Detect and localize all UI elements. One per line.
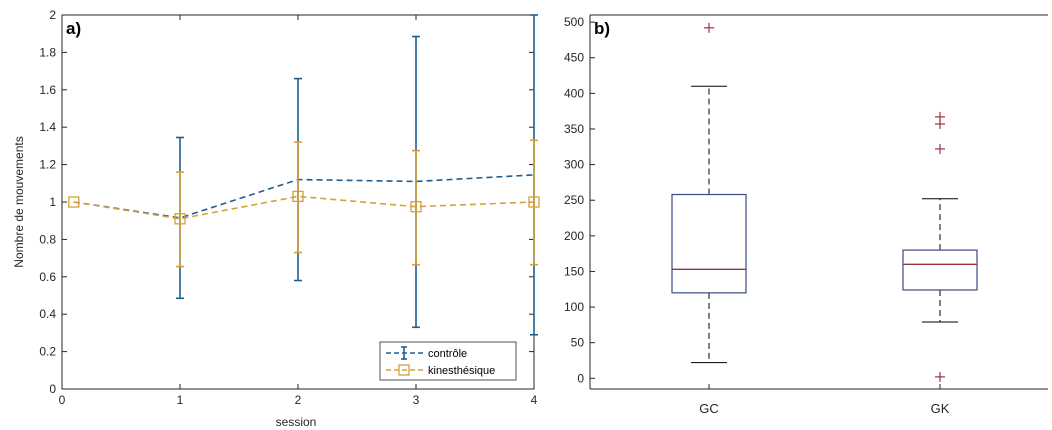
legend-kinesthesique-label: kinesthésique <box>428 365 495 377</box>
data-point-marker <box>292 190 304 203</box>
panel-a-x-axis: 0 1 2 3 4 <box>59 15 538 407</box>
legend-box <box>379 341 517 381</box>
y-tick-label: 50 <box>571 336 585 350</box>
y-tick-label: 350 <box>564 122 584 136</box>
y-tick-label: 1.6 <box>39 83 56 97</box>
panel-b-letter: b) <box>594 19 610 38</box>
panel-a-chart: a) 0 0.2 0.4 0.6 0.8 1 1.2 1.4 1.6 1.8 2 0 1 2 3 4 ses… <box>12 8 540 429</box>
y-tick-label: 1.2 <box>39 158 56 172</box>
x-tick-label: GC <box>699 401 719 416</box>
panel-a-x-axis-label: session <box>276 415 317 429</box>
y-tick-label: 0.6 <box>39 270 56 284</box>
panel-a-legend: contrôle kinesthésique <box>379 341 517 381</box>
panel-b-boxes <box>671 22 978 382</box>
outlier-marker <box>935 118 945 129</box>
x-tick-label: 1 <box>177 393 184 407</box>
y-tick-label: 1.4 <box>39 120 56 134</box>
panel-b-y-axis: 0 50 100 150 200 250 300 350 400 450 500 <box>564 15 595 385</box>
panel-b-x-axis: GC GK <box>699 384 950 416</box>
legend-controle-label: contrôle <box>428 348 467 360</box>
series-line-1 <box>73 195 535 220</box>
outlier-marker <box>935 371 945 382</box>
y-tick-label: 0.2 <box>39 345 56 359</box>
y-tick-label: 0.4 <box>39 307 56 321</box>
outlier-marker <box>935 143 945 154</box>
data-point-marker <box>410 201 422 213</box>
y-tick-label: 450 <box>564 51 584 65</box>
y-tick-label: 200 <box>564 229 584 243</box>
panel-a-y-axis-label: Nombre de mouvements <box>12 136 26 267</box>
y-tick-label: 400 <box>564 86 584 100</box>
y-tick-label: 2 <box>49 8 56 22</box>
y-tick-label: 0 <box>49 382 56 396</box>
y-tick-label: 500 <box>564 15 584 29</box>
x-tick-label: 4 <box>531 393 538 407</box>
panel-a-series <box>68 14 540 336</box>
panel-a-letter: a) <box>66 19 81 38</box>
y-tick-label: 1 <box>49 195 56 209</box>
outlier-marker <box>704 22 714 33</box>
y-tick-label: 100 <box>564 300 584 314</box>
x-tick-label: GK <box>931 401 950 416</box>
y-tick-label: 1.8 <box>39 45 56 59</box>
box-GC <box>671 193 747 294</box>
y-tick-label: 250 <box>564 193 584 207</box>
x-tick-label: 0 <box>59 393 66 407</box>
y-tick-label: 300 <box>564 158 584 172</box>
x-tick-label: 2 <box>295 393 302 407</box>
box-GK <box>902 249 978 291</box>
data-point-marker <box>174 213 186 225</box>
data-point-marker <box>528 196 540 208</box>
y-tick-label: 150 <box>564 264 584 278</box>
data-point-marker <box>68 196 80 208</box>
panel-b-chart: b) 0 50 100 150 200 250 300 350 400 450 500 GC GK <box>564 14 1048 416</box>
x-tick-label: 3 <box>413 393 420 407</box>
y-tick-label: 0.8 <box>39 232 56 246</box>
legend-kinesthesique-marker <box>398 364 410 376</box>
y-tick-label: 0 <box>577 371 584 385</box>
